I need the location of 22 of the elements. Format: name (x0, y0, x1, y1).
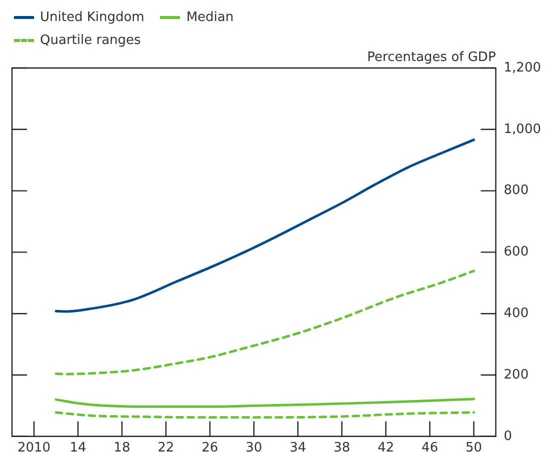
x-tick-label: 22 (158, 440, 174, 456)
x-tick-label: 14 (70, 440, 86, 456)
x-tick-label: 34 (290, 440, 306, 456)
x-tick-label: 46 (422, 440, 438, 456)
x-tick-label: 42 (378, 440, 394, 456)
x-tick-label: 38 (334, 440, 350, 456)
x-tick-label: 30 (246, 440, 262, 456)
y-tick-label: 1,000 (504, 122, 541, 137)
y-tick-label: 600 (504, 244, 529, 260)
legend-label: Quartile ranges (40, 33, 141, 48)
y-axis-title: Percentages of GDP (367, 50, 496, 65)
y-tick-label: 0 (504, 428, 512, 444)
x-tick-label: 18 (114, 440, 130, 456)
x-tick-label: 50 (466, 440, 482, 456)
legend-label: Median (186, 10, 234, 25)
y-tick-label: 400 (504, 306, 529, 321)
legend-label: United Kingdom (40, 10, 144, 25)
y-tick-label: 200 (504, 367, 529, 382)
x-tick-label: 2010 (17, 440, 51, 456)
y-tick-label: 1,200 (504, 60, 541, 76)
x-tick-label: 26 (202, 440, 218, 456)
y-tick-label: 800 (504, 183, 529, 198)
